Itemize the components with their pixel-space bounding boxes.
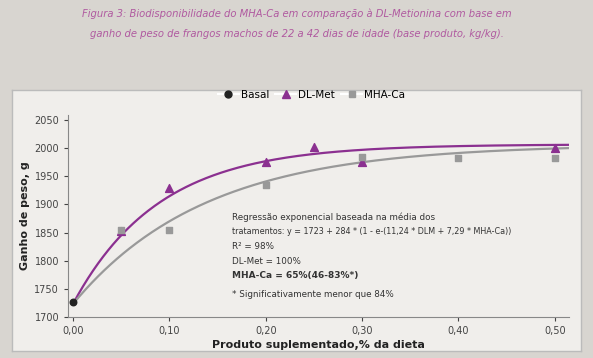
Point bbox=[550, 145, 560, 151]
Text: tratamentos: y = 1723 + 284 * (1 - e-(11,24 * DLM + 7,29 * MHA-Ca)): tratamentos: y = 1723 + 284 * (1 - e-(11… bbox=[232, 227, 511, 237]
Text: * Significativamente menor que 84%: * Significativamente menor que 84% bbox=[232, 290, 394, 299]
Point bbox=[116, 228, 126, 234]
Legend: Basal, DL-Met, MHA-Ca: Basal, DL-Met, MHA-Ca bbox=[213, 85, 409, 104]
Point bbox=[165, 185, 174, 190]
Point bbox=[165, 227, 174, 233]
Point bbox=[358, 154, 367, 160]
Point bbox=[454, 155, 463, 161]
Text: Regressão exponencial baseada na média dos: Regressão exponencial baseada na média d… bbox=[232, 213, 435, 222]
Y-axis label: Ganho de peso, g: Ganho de peso, g bbox=[20, 161, 30, 270]
Point bbox=[68, 299, 78, 305]
Text: DL-Met = 100%: DL-Met = 100% bbox=[232, 257, 301, 266]
Text: Figura 3: Biodisponibilidade do MHA-Ca em comparação à DL-Metionina com base em: Figura 3: Biodisponibilidade do MHA-Ca e… bbox=[82, 9, 511, 19]
Text: R² = 98%: R² = 98% bbox=[232, 242, 274, 251]
Point bbox=[116, 227, 126, 233]
Point bbox=[261, 159, 270, 165]
Point bbox=[309, 144, 318, 149]
Text: MHA-Ca = 65%(46-83%*): MHA-Ca = 65%(46-83%*) bbox=[232, 271, 358, 280]
Point bbox=[358, 159, 367, 165]
Point bbox=[261, 182, 270, 188]
X-axis label: Produto suplementado,% da dieta: Produto suplementado,% da dieta bbox=[212, 340, 425, 350]
Text: ganho de peso de frangos machos de 22 a 42 dias de idade (base produto, kg/kg).: ganho de peso de frangos machos de 22 a … bbox=[90, 29, 503, 39]
Point bbox=[550, 155, 560, 161]
